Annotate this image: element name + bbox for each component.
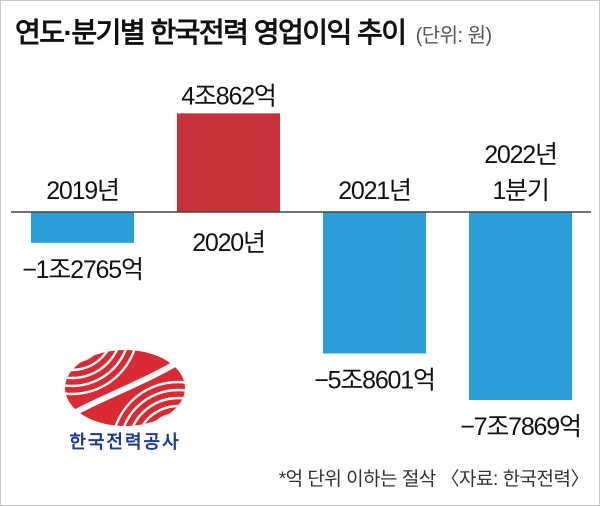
category-label-line: 1분기 xyxy=(492,177,548,205)
unit-label: (단위: 원) xyxy=(415,25,493,47)
bars-group xyxy=(31,113,572,400)
labels-group: −1조2765억 2019년 4조862억 2020년 −5조8601억 2021년 −7조… xyxy=(22,82,582,441)
logo-text: 한국전력공사 xyxy=(69,432,181,452)
category-label-line: 2021년 xyxy=(338,177,411,205)
data-label-2: 4조862억 xyxy=(181,82,275,110)
title-row: 연도·분기별 한국전력 영업이익 추이 (단위: 원) xyxy=(15,11,492,51)
kepco-logo-icon xyxy=(65,350,185,426)
chart-title: 연도·분기별 한국전력 영업이익 추이 xyxy=(15,17,407,48)
category-label-line: 2020년 xyxy=(192,229,265,257)
category-label-2: 2020년 xyxy=(192,229,265,257)
category-label-4: 2022년 1분기 xyxy=(484,141,557,205)
data-label-3: −5조8601억 xyxy=(314,366,435,394)
footnote: *억 단위 이하는 절삭 〈자료: 한국전력〉 xyxy=(278,469,590,490)
bar-1 xyxy=(31,212,134,243)
bar-2 xyxy=(177,113,280,212)
category-label-line: 2019년 xyxy=(46,177,119,205)
data-label-4: −7조7869억 xyxy=(460,413,581,441)
bar-4 xyxy=(469,212,572,400)
category-label-line: 2022년 xyxy=(484,141,557,169)
category-label-1: 2019년 xyxy=(46,177,119,205)
bar-3 xyxy=(323,212,426,354)
category-label-3: 2021년 xyxy=(338,177,411,205)
data-label-1: −1조2765억 xyxy=(22,256,143,284)
